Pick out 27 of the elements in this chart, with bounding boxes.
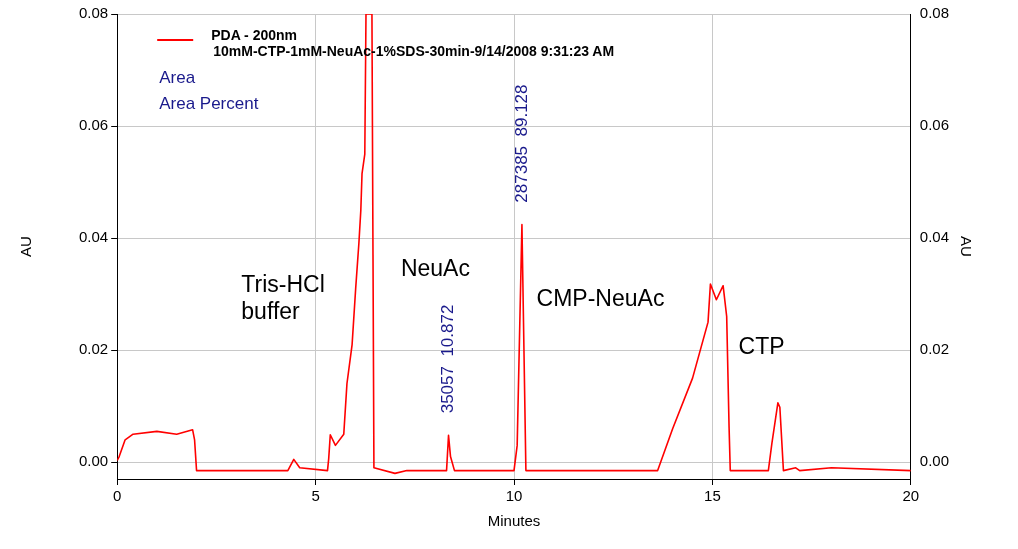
y2-tick-label: 0.04 <box>919 228 950 246</box>
y2-tick-label: 0.08 <box>919 4 950 22</box>
y-tick-label: 0.08 <box>78 4 109 22</box>
y-tick-label: 0.06 <box>78 116 109 134</box>
annotation: 35057 10.872 <box>438 304 458 414</box>
annotation: NeuAc <box>400 254 470 281</box>
annotation: CMP-NeuAc <box>536 284 665 311</box>
x-tick-label: 20 <box>902 487 920 505</box>
annotation: Tris-HCl buffer <box>241 271 325 325</box>
y-tick-label: 0.04 <box>78 228 109 246</box>
annotation: Area <box>159 67 196 87</box>
y-tick-label: 0.02 <box>78 340 109 358</box>
y-tick-label: 0.00 <box>78 452 109 470</box>
annotation: Area Percent <box>159 93 259 113</box>
x-axis-title: Minutes <box>487 512 541 530</box>
x-tick-label: 15 <box>704 487 721 505</box>
y-axis-title: AU <box>17 236 35 257</box>
y2-axis-title: AU <box>957 236 975 257</box>
y2-tick-label: 0.06 <box>919 116 950 134</box>
x-tick-label: 5 <box>311 487 320 505</box>
x-tick-label: 10 <box>505 487 523 505</box>
x-tick-label: 0 <box>113 487 122 505</box>
y2-tick-label: 0.02 <box>919 340 950 358</box>
annotation: CTP <box>738 332 785 359</box>
legend-label: PDA - 200nm <box>211 26 298 43</box>
y2-tick-label: 0.00 <box>919 452 950 470</box>
annotation: 287385 89.128 <box>511 84 531 203</box>
